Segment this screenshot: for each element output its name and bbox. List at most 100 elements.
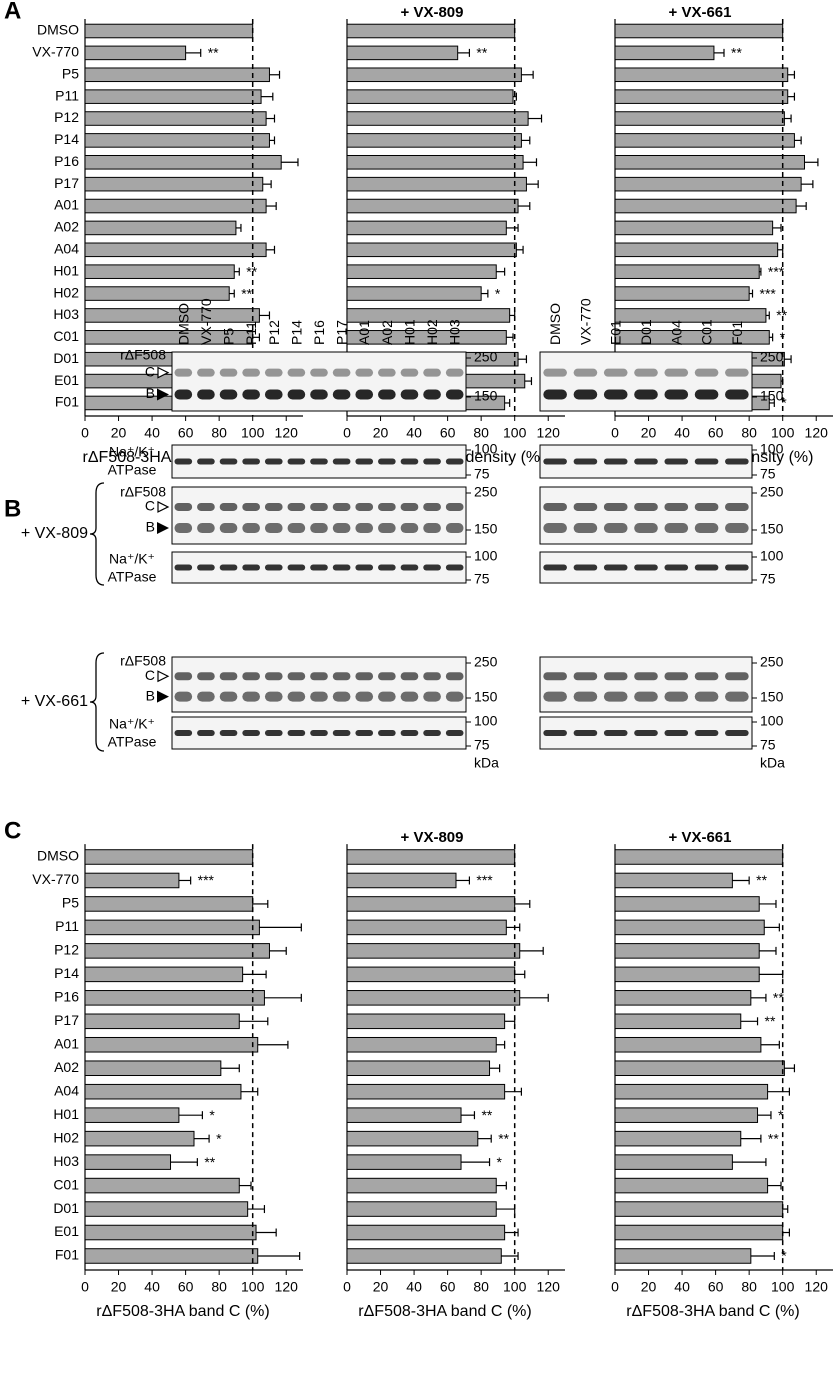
bar [346, 966, 516, 983]
bar [84, 45, 187, 61]
bar [84, 1130, 195, 1147]
loading-label: ATPase [108, 462, 157, 478]
bar [346, 990, 521, 1006]
marker-label: 250 [474, 349, 498, 365]
band [332, 523, 351, 534]
category-label: F01 [55, 1247, 79, 1263]
error-bar [784, 114, 792, 123]
category-label: P17 [54, 1012, 79, 1028]
band [264, 691, 283, 702]
error-bar [481, 289, 489, 298]
error-bar [777, 245, 784, 254]
bar [84, 1201, 249, 1217]
x-tick-label: 0 [343, 1279, 351, 1295]
category-label: P5 [62, 895, 79, 911]
band [423, 523, 441, 534]
band [264, 672, 283, 681]
error-bar [220, 1064, 240, 1073]
bar [346, 1036, 497, 1053]
bar [614, 198, 797, 214]
band [174, 502, 193, 511]
bar [614, 264, 760, 279]
x-tick-label: 120 [537, 425, 561, 441]
band [694, 730, 719, 736]
band [355, 730, 374, 736]
band [664, 523, 689, 534]
error-bar [784, 1064, 796, 1073]
band [400, 672, 419, 681]
band [445, 458, 464, 465]
lane-label: P14 [288, 320, 304, 345]
protein-label: rΔF508 [120, 653, 166, 669]
band [573, 523, 598, 534]
category-label: P16 [54, 989, 79, 1005]
unit-label: kDa [760, 755, 785, 771]
band [543, 389, 567, 400]
open-arrow [157, 670, 170, 683]
band [310, 691, 328, 702]
error-bar [259, 311, 271, 320]
filled-arrow [157, 690, 169, 703]
significance: ** [481, 1107, 492, 1123]
x-tick-label: 20 [111, 425, 127, 441]
lane-label: VX-770 [577, 298, 593, 345]
x-tick-label: 0 [611, 1279, 619, 1295]
x-tick-label: 40 [674, 425, 690, 441]
marker-label: 100 [474, 713, 498, 729]
band [400, 523, 419, 534]
band [287, 502, 306, 511]
band [378, 730, 396, 736]
open-arrow [157, 500, 170, 513]
bar [84, 1060, 222, 1077]
band [287, 564, 306, 571]
bar [84, 111, 267, 126]
band [174, 368, 193, 377]
error-bar [509, 311, 516, 320]
band [197, 523, 215, 534]
error-bar [732, 1158, 767, 1167]
category-label: P5 [62, 65, 79, 81]
category-label: C01 [53, 328, 79, 344]
category-label: VX-770 [32, 871, 79, 887]
band-label: C [145, 498, 155, 514]
band [264, 523, 283, 534]
significance: ** [731, 45, 742, 61]
loading-label: Na⁺/K⁺ [109, 551, 155, 567]
error-bar [456, 876, 471, 885]
category-label: A01 [54, 197, 79, 213]
band-label: B [146, 519, 155, 535]
band [332, 458, 351, 465]
marker-label: 75 [760, 466, 776, 482]
band [725, 564, 749, 571]
band [725, 523, 749, 534]
x-tick-label: 60 [440, 1279, 456, 1295]
brace [89, 482, 105, 586]
bar [614, 133, 795, 148]
bar [614, 176, 802, 192]
error-bar [516, 245, 524, 254]
band [634, 564, 658, 571]
error-bar [506, 223, 519, 232]
blot [171, 486, 467, 545]
marker-label: 250 [760, 349, 784, 365]
bar [84, 990, 265, 1006]
error-bar [769, 333, 774, 342]
x-tick-label: 0 [81, 425, 89, 441]
band-label: B [146, 687, 155, 703]
significance: * [778, 1107, 784, 1123]
bar [346, 1177, 497, 1194]
error-bar [794, 136, 802, 145]
x-tick-label: 40 [144, 425, 160, 441]
error-bar [782, 1205, 789, 1214]
bar [84, 308, 260, 323]
significance: *** [198, 872, 215, 888]
error-bar [266, 114, 276, 123]
error-bar [787, 92, 796, 101]
band [573, 691, 598, 702]
band [445, 691, 464, 702]
marker-label: 150 [760, 689, 784, 705]
band [603, 502, 628, 511]
unit-label: kDa [474, 755, 499, 771]
error-bar [757, 1111, 772, 1120]
band [264, 502, 283, 511]
